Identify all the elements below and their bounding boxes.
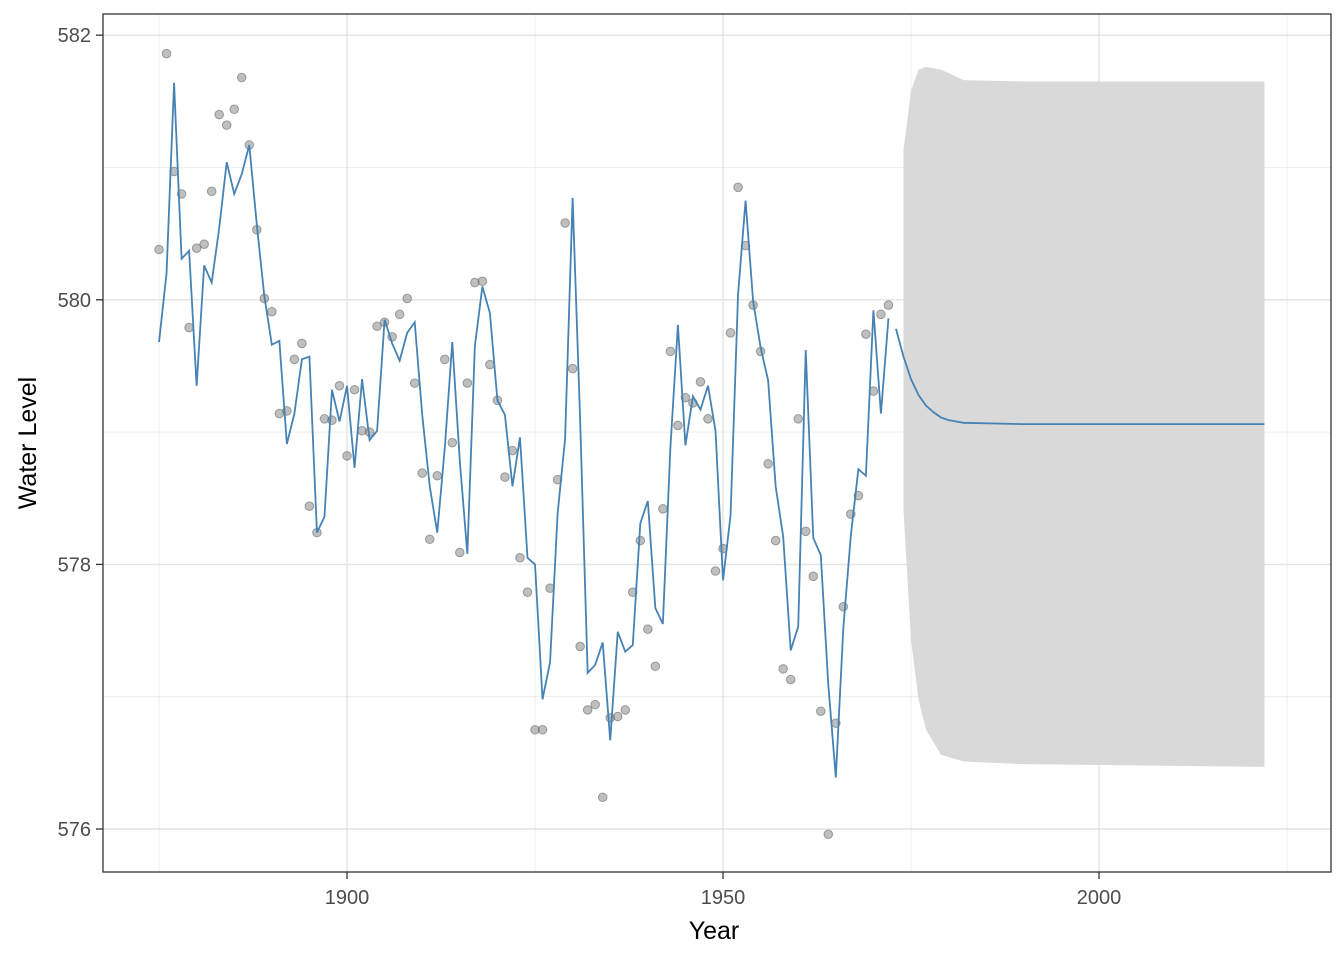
observed-point [199,239,209,250]
observed-point [417,468,428,478]
forecast-band [903,66,1265,767]
x-axis-title: Year [689,917,740,945]
observed-point [304,501,315,511]
observed-point [673,420,683,431]
y-axis-title: Water Level [14,377,42,509]
observed-point [515,552,525,563]
observed-point [883,300,894,310]
observed-point [409,378,420,388]
x-tick-label: 1900 [325,887,370,909]
observed-point [485,359,495,370]
observed-point [334,380,345,391]
observed-point [236,72,247,83]
observed-point [770,535,781,546]
forecast-line [895,328,1265,426]
observed-point [206,186,217,197]
observed-point [695,377,706,387]
observed-point [590,699,600,710]
observed-point [402,293,412,304]
observed-point [861,329,871,339]
x-tick-label: 2000 [1077,887,1122,909]
observed-point [620,705,631,715]
observed-point [560,218,570,228]
observed-point [800,526,811,537]
observed-point [567,363,578,374]
axes: 1900 1950 2000 576 578 580 582 [58,25,1122,909]
observed-point [161,48,172,59]
observed-point [221,120,232,130]
observed-point [327,415,337,425]
observed-point [815,706,826,717]
observed-point [582,705,593,715]
observed-point [184,322,194,333]
y-tick-label: 576 [58,819,91,841]
observed-point [785,674,796,685]
observed-point [793,414,804,424]
observed-point [522,587,533,597]
observed-point [349,384,360,395]
observed-point [650,661,661,672]
observed-point [289,354,300,365]
observed-point [537,724,548,735]
y-tick-label: 578 [58,554,91,576]
observed-point [455,547,465,558]
observed-point [394,309,405,320]
observed-point [823,829,834,840]
observed-point [778,664,788,674]
observed-point [733,182,743,193]
panel-border [102,13,1332,873]
observed-point [627,587,638,597]
observed-point [432,470,443,481]
observed-point [876,309,886,320]
observed-point [725,328,736,338]
marks [154,48,1265,840]
fitted-line [158,82,890,778]
observed-point [597,792,608,803]
observed-point [297,338,307,349]
observed-point [372,321,382,332]
observed-point [342,451,352,461]
observed-point [643,624,653,635]
observed-point [191,243,202,253]
y-tick-label: 580 [58,290,91,312]
observed-point [447,437,458,448]
y-tick-label: 582 [58,25,91,47]
x-tick-label: 1950 [701,887,746,909]
observed-point [500,472,510,482]
observed-point [838,601,849,612]
observed-point [229,104,240,115]
observed-point [575,641,585,652]
observed-point [612,711,623,722]
observed-point [710,566,721,576]
observed-point [763,459,773,469]
observed-point [665,346,676,357]
observed-point [462,378,473,388]
observed-point [477,276,488,287]
observed-point [154,244,164,255]
observed-point [424,534,435,545]
observed-point [439,354,450,365]
observed-point [214,109,224,120]
observed-point [658,504,668,514]
observed-point [267,306,277,317]
observed-point [703,414,713,424]
observed-point [808,571,819,582]
